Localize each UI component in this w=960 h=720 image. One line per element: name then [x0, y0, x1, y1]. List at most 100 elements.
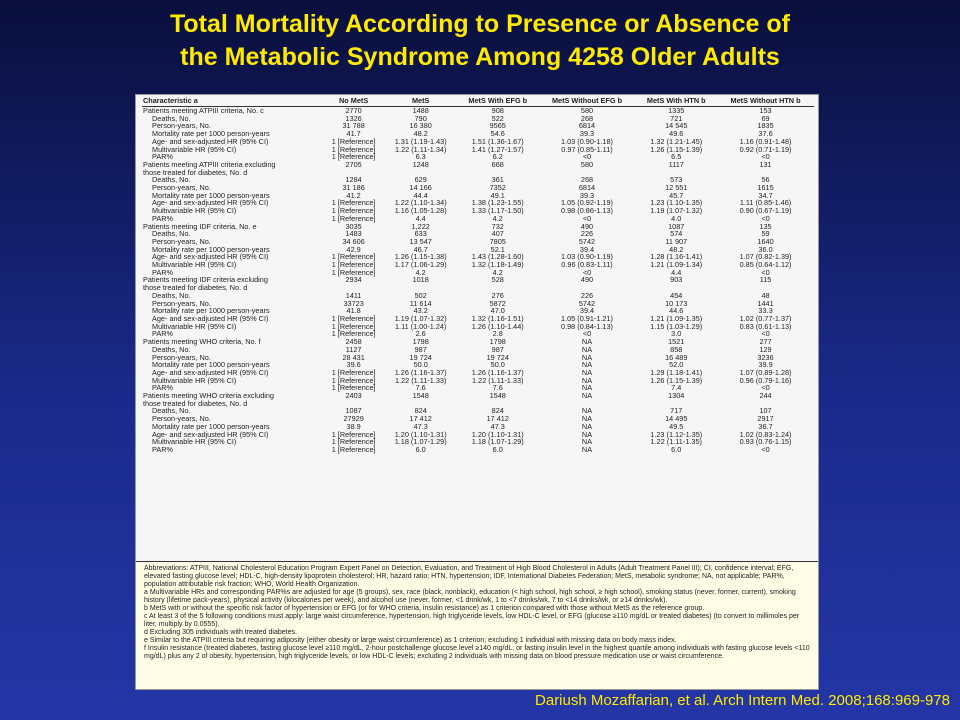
table-cell: 1335	[668, 106, 685, 115]
table-cell: 4.4	[415, 213, 426, 223]
table-cell: 14 166	[409, 183, 432, 193]
table-cell: 1.32 (1.16-1.51)	[471, 313, 524, 323]
table-cell: 0.93 (0.76-1.15)	[739, 437, 792, 447]
table-cell: 13 547	[409, 236, 432, 246]
table-row: Person-years, No. 27929 17 412 17 412 NA 14 4…	[142, 415, 814, 423]
table-row: Multivariable HR (95% CI) 1 [Reference] 1.…	[142, 375, 814, 385]
table-cell: 31 788	[342, 121, 365, 131]
table-cell: 1.18 (1.07-1.29)	[394, 437, 447, 447]
table-cell: 824	[414, 406, 427, 416]
table-cell: 1.22 (1.11-1.33)	[394, 375, 447, 385]
row-label: Mortality rate per 1000 person-years	[152, 190, 270, 200]
table-row: Patients meeting WHO criteria excluding 2…	[142, 392, 814, 400]
table-cell: 1 [Reference]	[331, 383, 376, 393]
table-cell: 59	[761, 229, 770, 239]
table-cell: 0.96 (0.79-1.16)	[739, 375, 792, 385]
table-cell: 7.4	[671, 383, 682, 393]
table-cell: 1483	[345, 229, 362, 239]
table-cell: 790	[414, 113, 427, 123]
table-cell: 1.15 (1.03-1.29)	[650, 321, 703, 331]
table-cell: 10 173	[665, 298, 688, 308]
table-cell: NA	[581, 391, 593, 401]
table-cell: 226	[580, 290, 594, 300]
table-cell: 1.02 (0.83-1.24)	[739, 429, 792, 439]
table-cell: 2458	[345, 337, 362, 347]
table-cell: 1.28 (1.16-1.41)	[650, 252, 703, 262]
table-cell: 1 [Reference]	[331, 260, 376, 270]
table-row: Age- and sex-adjusted HR (95% CI) 1 [Refe…	[142, 315, 814, 323]
table-cell: 1 [Reference]	[331, 321, 376, 331]
table-cell: 6.3	[415, 152, 426, 162]
table-cell: 16 380	[409, 121, 432, 131]
table-cell: 1.22 (1.11-1.33)	[472, 375, 524, 385]
row-label: those treated for diabetes, No. d	[143, 283, 248, 293]
table-cell: 1127	[345, 344, 362, 354]
table-row: Person-years, No. 33723 11 614 5872 5742 10 1…	[142, 298, 814, 308]
row-label: Deaths, No.	[152, 344, 191, 354]
row-label: Person-years, No.	[152, 121, 211, 131]
table-cell: 1.05 (0.92-1.19)	[561, 198, 613, 208]
table-cell: 1.26 (1.10-1.44)	[471, 321, 524, 331]
table-cell: 987	[414, 344, 427, 354]
table-cell: 1.32 (1.21-1.45)	[650, 136, 703, 146]
table-cell: 39.4	[579, 306, 595, 316]
table-cell: 361	[491, 175, 504, 185]
table-cell: NA	[581, 360, 593, 370]
table-cell: 129	[759, 344, 772, 354]
table-cell: 0.90 (0.67-1.19)	[739, 206, 792, 216]
table-cell: NA	[581, 367, 593, 377]
table-cell: 1.26 (1.15-1.39)	[650, 144, 703, 154]
table-row: Mortality rate per 1000 person-years 38.9…	[142, 423, 814, 431]
table-cell: 12 551	[665, 183, 688, 193]
table-cell: 1 [Reference]	[331, 144, 376, 154]
table-row: Deaths, No. 1411 502 276 226 454 48	[142, 292, 814, 300]
table-row: Deaths, No. 1483 633 407 226 574 59	[142, 230, 814, 238]
table-cell: 1018	[412, 275, 429, 285]
table-cell: 490	[580, 275, 594, 285]
table-cell: NA	[581, 352, 593, 362]
citation: Dariush Mozaffarian, et al. Arch Intern …	[535, 692, 950, 709]
row-label: those treated for diabetes, No. d	[143, 167, 248, 177]
table-cell: 2705	[345, 159, 362, 169]
table-cell: 1.11 (0.85-1.46)	[739, 198, 792, 208]
table-row: Patients meeting WHO criteria, No. f 2458…	[142, 338, 814, 346]
row-label: PAR%	[152, 152, 173, 162]
footnote: f Insulin resistance (treated diabetes, …	[144, 645, 810, 660]
table-cell: 1 [Reference]	[331, 152, 376, 162]
table-cell: 1.21 (1.09-1.34)	[650, 260, 703, 270]
table-cell: 48.2	[669, 244, 684, 254]
table-row: PAR% 1 [Reference] 2.6 2.8 <0 3.0 <0	[142, 330, 814, 338]
table-row: Mortality rate per 1000 person-years 41.7…	[142, 130, 814, 138]
table-cell: 1 [Reference]	[331, 444, 376, 454]
table-cell: 4.2	[492, 267, 503, 277]
table-cell: 7.6	[492, 383, 503, 393]
table-cell: 7805	[489, 236, 506, 246]
table-cell: 41.8	[346, 306, 361, 316]
table-cell: 1.20 (1.10-1.31)	[394, 429, 447, 439]
table-cell: NA	[581, 429, 593, 439]
table-cell: 56	[761, 175, 770, 185]
table-cell: 1 [Reference]	[331, 313, 376, 323]
table-row: Mortality rate per 1000 person-years 41.8…	[142, 307, 814, 315]
table-row: Age- and sex-adjusted HR (95% CI) 1 [Refe…	[142, 199, 814, 207]
table-cell: 135	[759, 221, 772, 231]
table-cell: <0	[582, 213, 592, 223]
row-label: Patients meeting WHO criteria, No. f	[143, 337, 261, 347]
row-label: PAR%	[152, 383, 173, 393]
table-cell: 39.4	[579, 244, 595, 254]
header-no-mets: No MetS	[322, 95, 385, 107]
table-cell: 33723	[343, 298, 364, 308]
table-cell: 1.33 (1.17-1.50)	[471, 206, 524, 216]
table-cell: 1087	[668, 221, 685, 231]
table-cell: 629	[414, 175, 427, 185]
table-row: Deaths, No. 1127 987 987 NA 858 129	[142, 346, 814, 354]
table-cell: 39.3	[579, 190, 595, 200]
row-label: Mortality rate per 1000 person-years	[152, 306, 270, 316]
table-cell: 49.6	[669, 129, 684, 139]
table-cell: 0.98 (0.84-1.13)	[561, 321, 613, 331]
table-cell: 1 [Reference]	[331, 267, 376, 277]
table-cell: 5872	[489, 298, 506, 308]
table-cell: 1 [Reference]	[331, 329, 376, 339]
row-label: Patients meeting IDF criteria, No. e	[143, 221, 257, 231]
table-row: Deaths, No. 1087 824 824 NA 717 107	[142, 407, 814, 415]
